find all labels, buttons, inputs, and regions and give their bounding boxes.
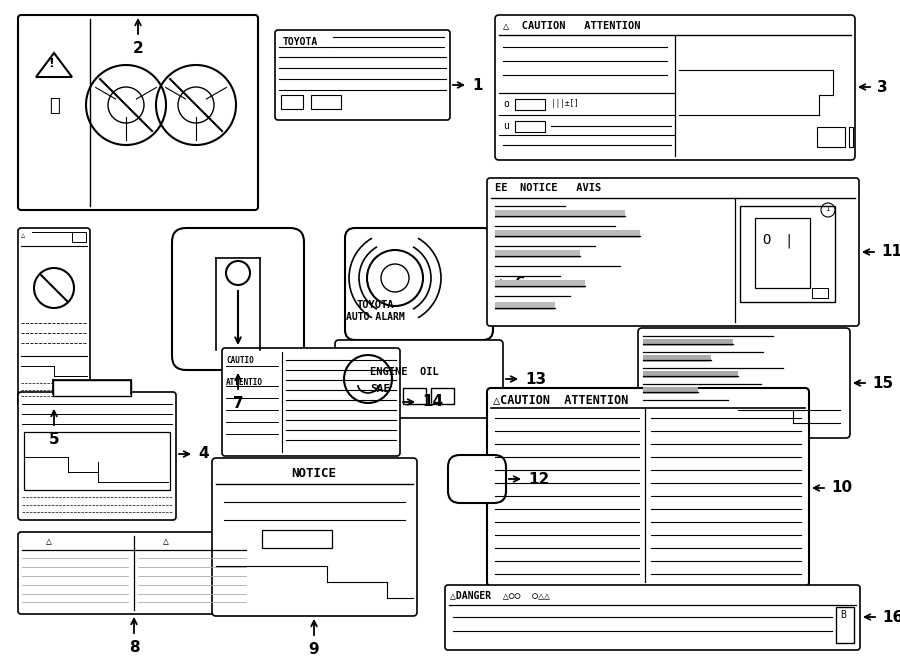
FancyBboxPatch shape (638, 328, 850, 438)
Text: 5: 5 (49, 432, 59, 447)
FancyBboxPatch shape (18, 532, 250, 614)
Bar (643, 371, 738, 378)
Text: o: o (503, 99, 508, 109)
Text: △: △ (46, 536, 52, 546)
Bar (281, 95, 303, 109)
Bar (849, 127, 853, 147)
Bar (740, 206, 835, 302)
Text: △DANGER  △○○  ○△△: △DANGER △○○ ○△△ (450, 590, 550, 600)
Bar (817, 127, 845, 147)
Text: B: B (840, 610, 846, 620)
Text: 8: 8 (129, 640, 140, 655)
Text: SAE: SAE (370, 384, 391, 394)
Text: △  CAUTION   ATTENTION: △ CAUTION ATTENTION (503, 20, 641, 30)
Text: 4: 4 (198, 446, 209, 461)
Text: 10: 10 (831, 481, 852, 495)
FancyBboxPatch shape (18, 228, 90, 406)
Text: 2: 2 (132, 41, 143, 56)
FancyBboxPatch shape (345, 228, 493, 340)
Bar (812, 288, 828, 298)
Bar (24, 432, 170, 490)
Text: |: | (784, 233, 792, 248)
Text: TOYOTA: TOYOTA (283, 37, 319, 47)
Text: ENGINE  OIL: ENGINE OIL (370, 367, 439, 377)
Text: 13: 13 (525, 371, 546, 387)
Bar (836, 607, 854, 643)
Bar (262, 530, 332, 548)
Text: ATTENTIO: ATTENTIO (226, 378, 263, 387)
FancyBboxPatch shape (212, 458, 417, 616)
Text: AUTO ALARM: AUTO ALARM (346, 312, 404, 322)
Bar (643, 387, 698, 394)
Bar (53, 380, 131, 396)
Bar (495, 302, 555, 310)
Bar (643, 339, 733, 346)
Text: u: u (503, 121, 508, 131)
Text: |||±[]: |||±[] (551, 99, 579, 108)
Bar (495, 250, 580, 258)
Text: 9: 9 (309, 642, 320, 657)
Text: △: △ (163, 536, 169, 546)
Text: !: ! (48, 57, 54, 70)
Bar (403, 388, 426, 404)
Bar (643, 355, 711, 362)
Bar (515, 99, 545, 110)
FancyBboxPatch shape (18, 15, 258, 210)
Bar (755, 218, 810, 288)
Bar (431, 388, 454, 404)
Text: 14: 14 (422, 395, 443, 410)
Text: EE  NOTICE   AVIS: EE NOTICE AVIS (495, 183, 601, 193)
Text: TOYOTA: TOYOTA (356, 300, 394, 310)
FancyBboxPatch shape (487, 178, 859, 326)
Text: 3: 3 (877, 79, 887, 95)
Text: 6: 6 (515, 275, 526, 291)
Bar (311, 95, 341, 109)
Bar (515, 121, 545, 132)
Bar (495, 230, 640, 238)
FancyBboxPatch shape (445, 585, 860, 650)
Bar (495, 280, 585, 288)
Text: △: △ (21, 232, 25, 238)
Text: 7: 7 (233, 396, 243, 411)
Text: CAUTIO: CAUTIO (226, 356, 254, 365)
Text: 11: 11 (881, 244, 900, 260)
Text: 12: 12 (528, 471, 549, 487)
Bar (495, 210, 625, 218)
FancyBboxPatch shape (487, 388, 809, 586)
Text: 1: 1 (472, 77, 482, 93)
Text: △CAUTION  ATTENTION: △CAUTION ATTENTION (493, 393, 628, 406)
Text: 16: 16 (882, 610, 900, 624)
FancyBboxPatch shape (222, 348, 400, 456)
FancyBboxPatch shape (18, 392, 176, 520)
Text: 1: 1 (825, 206, 829, 212)
Text: 15: 15 (872, 375, 893, 391)
Bar (72, 232, 86, 242)
FancyBboxPatch shape (172, 228, 304, 370)
Text: O: O (762, 233, 770, 247)
FancyBboxPatch shape (335, 340, 503, 418)
FancyBboxPatch shape (495, 15, 855, 160)
Text: 📖: 📖 (49, 97, 59, 115)
FancyBboxPatch shape (275, 30, 450, 120)
FancyBboxPatch shape (448, 455, 506, 503)
Text: NOTICE: NOTICE (292, 467, 337, 480)
